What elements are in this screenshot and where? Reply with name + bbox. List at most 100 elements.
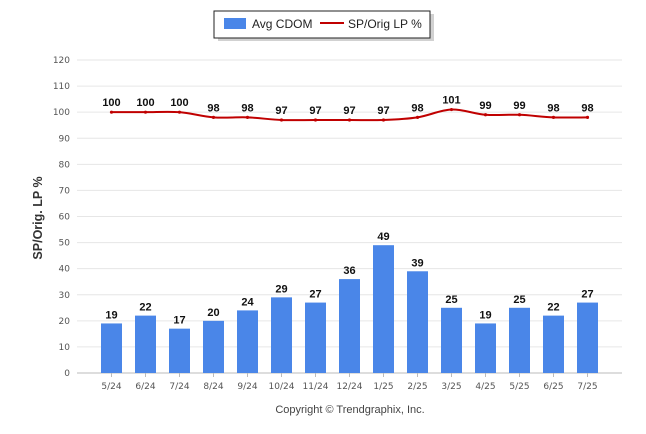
x-tick-label: 11/24	[303, 382, 329, 392]
y-tick-label: 40	[59, 265, 71, 275]
bar	[407, 271, 428, 373]
bar	[237, 310, 258, 373]
line-series	[109, 107, 590, 122]
line-value-label: 101	[442, 95, 460, 107]
y-tick-label: 0	[64, 369, 70, 379]
line-value-label: 98	[547, 102, 559, 114]
bar	[577, 302, 598, 373]
line-value-label: 100	[102, 97, 120, 109]
line-value-label: 97	[309, 105, 321, 117]
y-tick-label: 100	[53, 108, 70, 118]
line-value-label: 98	[411, 102, 423, 114]
bar	[339, 279, 360, 373]
grid	[77, 59, 622, 374]
line-point	[585, 115, 590, 119]
y-tick-label: 120	[53, 56, 70, 66]
bar-value-label: 19	[479, 309, 491, 321]
bar-value-label: 27	[309, 289, 321, 301]
line-point	[177, 110, 182, 114]
data-labels: 19 22 17 20 24 29 27 36 49 39 25 19 25 22 27 100 100 100 9…	[102, 95, 593, 327]
bar-value-label: 27	[581, 289, 593, 301]
bars	[101, 245, 598, 373]
bar-value-label: 29	[275, 283, 287, 295]
bar-value-label: 17	[173, 315, 185, 327]
x-tick-label: 6/25	[543, 382, 563, 392]
bar	[101, 323, 122, 373]
y-tick-label: 10	[59, 343, 71, 353]
line-point	[449, 107, 454, 112]
bar	[169, 328, 190, 373]
legend-label-bar: Avg CDOM	[252, 17, 312, 31]
y-axis-label: SP/Orig. LP %	[31, 176, 45, 259]
line-point	[143, 110, 148, 114]
bar	[271, 297, 292, 373]
x-tick-label: 7/24	[169, 382, 189, 392]
bar-value-label: 22	[139, 302, 151, 314]
x-tick-label: 7/25	[577, 382, 597, 392]
legend-box	[213, 10, 431, 39]
bar	[203, 320, 224, 373]
x-tick-label: 12/24	[337, 382, 363, 392]
line-value-label: 99	[513, 100, 525, 112]
y-tick-label: 60	[59, 213, 71, 223]
bar	[509, 307, 530, 373]
y-axis-ticks: 0 10 20 30 40 50 60 70 80 90 100 110 120	[53, 56, 70, 379]
line-point	[517, 113, 522, 117]
y-tick-label: 50	[59, 239, 71, 249]
y-tick-label: 90	[59, 134, 71, 144]
bar-value-label: 36	[343, 265, 355, 277]
bar-value-label: 19	[105, 309, 117, 321]
line-value-label: 97	[377, 105, 389, 117]
legend-label-line: SP/Orig LP %	[348, 17, 422, 31]
line-point	[211, 115, 216, 119]
x-tick-label: 5/24	[101, 382, 121, 392]
bar-value-label: 39	[411, 257, 423, 269]
bar-value-label: 25	[513, 294, 525, 306]
x-tick-label: 8/24	[203, 382, 223, 392]
line-value-label: 97	[275, 105, 287, 117]
bar	[135, 315, 156, 373]
x-tick-label: 4/25	[475, 382, 495, 392]
legend: Avg CDOM SP/Orig LP %	[213, 10, 434, 41]
y-tick-label: 20	[59, 317, 71, 327]
x-tick-label: 10/24	[269, 382, 295, 392]
line-value-label: 100	[136, 97, 154, 109]
x-tick-label: 1/25	[373, 382, 393, 392]
line-point	[551, 115, 556, 119]
line-point	[279, 118, 284, 122]
line-point	[381, 118, 386, 122]
line-value-label: 98	[207, 102, 219, 114]
line-value-label: 98	[581, 102, 593, 114]
line-value-label: 98	[241, 102, 253, 114]
y-tick-label: 70	[59, 186, 71, 196]
x-tick-label: 6/24	[135, 382, 155, 392]
bar-value-label: 20	[207, 307, 219, 319]
line-point	[245, 115, 250, 119]
legend-swatch-bar	[224, 18, 246, 29]
line-value-label: 99	[479, 100, 491, 112]
line-point	[313, 118, 318, 122]
bar-value-label: 22	[547, 302, 559, 314]
line-point	[415, 115, 420, 119]
x-tick-label: 5/25	[509, 382, 529, 392]
bar-value-label: 25	[445, 294, 457, 306]
bar	[373, 245, 394, 373]
line-value-label: 100	[170, 97, 188, 109]
y-tick-label: 80	[59, 160, 71, 170]
bar-value-label: 24	[241, 296, 254, 308]
line-point	[483, 113, 488, 117]
bar	[441, 307, 462, 373]
x-tick-label: 9/24	[237, 382, 257, 392]
x-axis-ticks: 5/24 6/24 7/24 8/24 9/24 10/24 11/24 12/24 1/25 2…	[101, 373, 598, 392]
line-point	[109, 110, 114, 114]
bar	[305, 302, 326, 373]
bar	[475, 323, 496, 373]
x-tick-label: 3/25	[441, 382, 461, 392]
bar	[543, 315, 564, 373]
line-value-label: 97	[343, 105, 355, 117]
y-tick-label: 30	[59, 291, 71, 301]
y-tick-label: 110	[53, 82, 70, 92]
line-point	[347, 118, 352, 122]
x-tick-label: 2/25	[407, 382, 427, 392]
